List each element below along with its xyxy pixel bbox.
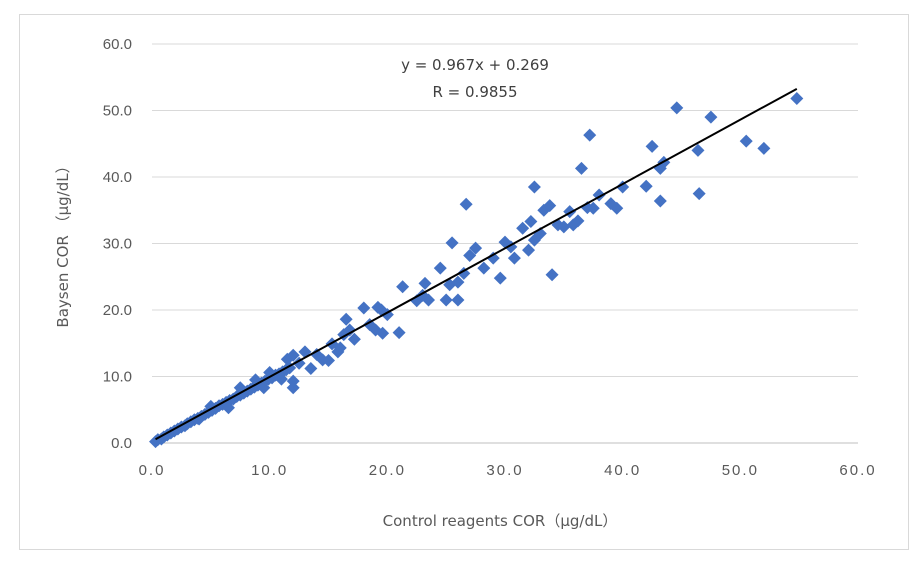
data-point: [445, 236, 459, 250]
data-point: [439, 293, 453, 307]
x-tick-label: 30.0: [486, 462, 523, 479]
y-tick-label: 20.0: [103, 302, 132, 319]
x-tick-labels: 0.0 10.0 20.0 30.0 40.0 50.0 60.0: [139, 462, 876, 479]
data-point: [522, 243, 536, 257]
data-point: [524, 215, 538, 229]
data-point: [639, 179, 653, 193]
data-point: [574, 161, 588, 175]
data-point: [459, 197, 473, 211]
data-point: [493, 271, 507, 285]
data-point: [396, 280, 410, 294]
data-point: [616, 180, 630, 194]
data-point: [304, 362, 318, 376]
data-point: [422, 293, 436, 307]
correlation-label: R = 0.9855: [432, 83, 517, 101]
data-point: [192, 412, 206, 426]
data-point: [739, 134, 753, 148]
data-point: [298, 345, 312, 359]
trendline-equation: y = 0.967x + 0.269: [401, 56, 549, 74]
data-point: [392, 326, 406, 340]
data-point: [257, 381, 271, 395]
data-point: [704, 110, 718, 124]
data-point: [418, 276, 432, 290]
data-point: [204, 399, 218, 413]
data-point: [433, 261, 447, 275]
x-tick-label: 60.0: [839, 462, 876, 479]
data-point: [653, 194, 667, 208]
x-tick-label: 20.0: [369, 462, 406, 479]
y-tick-label: 0.0: [111, 435, 132, 452]
data-points: [149, 92, 804, 449]
y-tick-label: 10.0: [103, 369, 132, 386]
data-point: [586, 201, 600, 215]
data-point: [516, 221, 530, 235]
data-point: [477, 261, 491, 275]
x-tick-label: 40.0: [604, 462, 641, 479]
data-point: [610, 201, 624, 215]
y-tick-label: 50.0: [103, 103, 132, 120]
data-point: [583, 128, 597, 142]
y-axis-title: Baysen COR （µg/dL）: [54, 158, 72, 327]
data-point: [286, 374, 300, 388]
data-point: [790, 92, 804, 106]
data-point: [645, 139, 659, 153]
data-point: [457, 266, 471, 280]
y-tick-label: 40.0: [103, 169, 132, 186]
data-point: [504, 240, 518, 254]
data-point: [357, 301, 371, 315]
data-point: [286, 348, 300, 362]
y-tick-label: 30.0: [103, 236, 132, 253]
data-point: [347, 332, 361, 346]
data-point: [527, 180, 541, 194]
data-point: [274, 372, 288, 386]
data-point: [221, 401, 235, 415]
data-point: [333, 341, 347, 355]
data-point: [343, 323, 357, 337]
data-point: [557, 220, 571, 234]
data-point: [463, 248, 477, 262]
data-point: [376, 326, 390, 340]
trendline: [155, 87, 798, 441]
data-point: [692, 187, 706, 201]
data-point: [545, 268, 559, 282]
y-tick-label: 60.0: [103, 36, 132, 53]
data-point: [691, 143, 705, 157]
y-tick-labels: 0.0 10.0 20.0 30.0 40.0 50.0 60.0: [103, 36, 132, 452]
x-tick-label: 0.0: [139, 462, 166, 479]
data-point: [339, 312, 353, 326]
data-point: [469, 241, 483, 255]
data-point: [670, 101, 684, 115]
data-point: [757, 141, 771, 155]
data-point: [486, 251, 500, 265]
data-point: [286, 381, 300, 395]
x-tick-label: 10.0: [251, 462, 288, 479]
data-point: [507, 251, 521, 265]
data-point: [451, 275, 465, 289]
x-axis-title: Control reagents COR（µg/dL）: [383, 512, 618, 530]
data-point: [571, 214, 585, 228]
x-tick-label: 50.0: [722, 462, 759, 479]
data-point: [543, 199, 557, 213]
data-point: [322, 354, 335, 368]
data-point: [451, 293, 465, 307]
